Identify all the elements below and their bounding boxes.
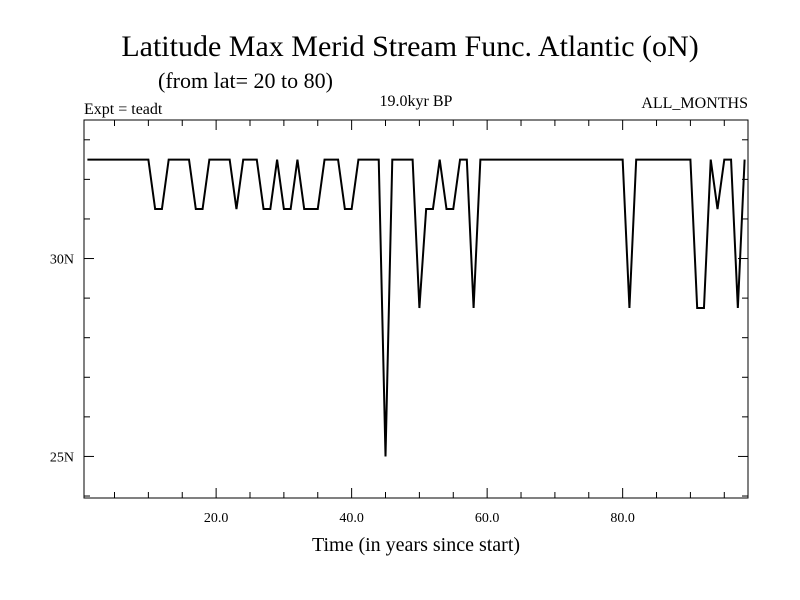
chart-subtitle: (from lat= 20 to 80) (158, 68, 333, 93)
chart-title: Latitude Max Merid Stream Func. Atlantic… (121, 30, 698, 63)
series-line (87, 158, 746, 457)
x-tick-label: 60.0 (475, 511, 500, 526)
axis-ticks (84, 120, 748, 498)
period-label: 19.0kyr BP (380, 93, 453, 110)
months-label: ALL_MONTHS (641, 95, 748, 112)
axis-tick-labels: 20.0 40.0 60.0 80.0 25N 30N (50, 253, 635, 526)
plot-frame (83, 119, 749, 499)
x-axis-label: Time (in years since start) (312, 534, 520, 556)
y-tick-label: 25N (50, 450, 74, 465)
x-tick-label: 20.0 (204, 511, 229, 526)
y-tick-label: 30N (50, 253, 74, 268)
x-tick-label: 80.0 (610, 511, 635, 526)
x-tick-label: 40.0 (339, 511, 364, 526)
experiment-label: Expt = teadt (84, 101, 163, 118)
